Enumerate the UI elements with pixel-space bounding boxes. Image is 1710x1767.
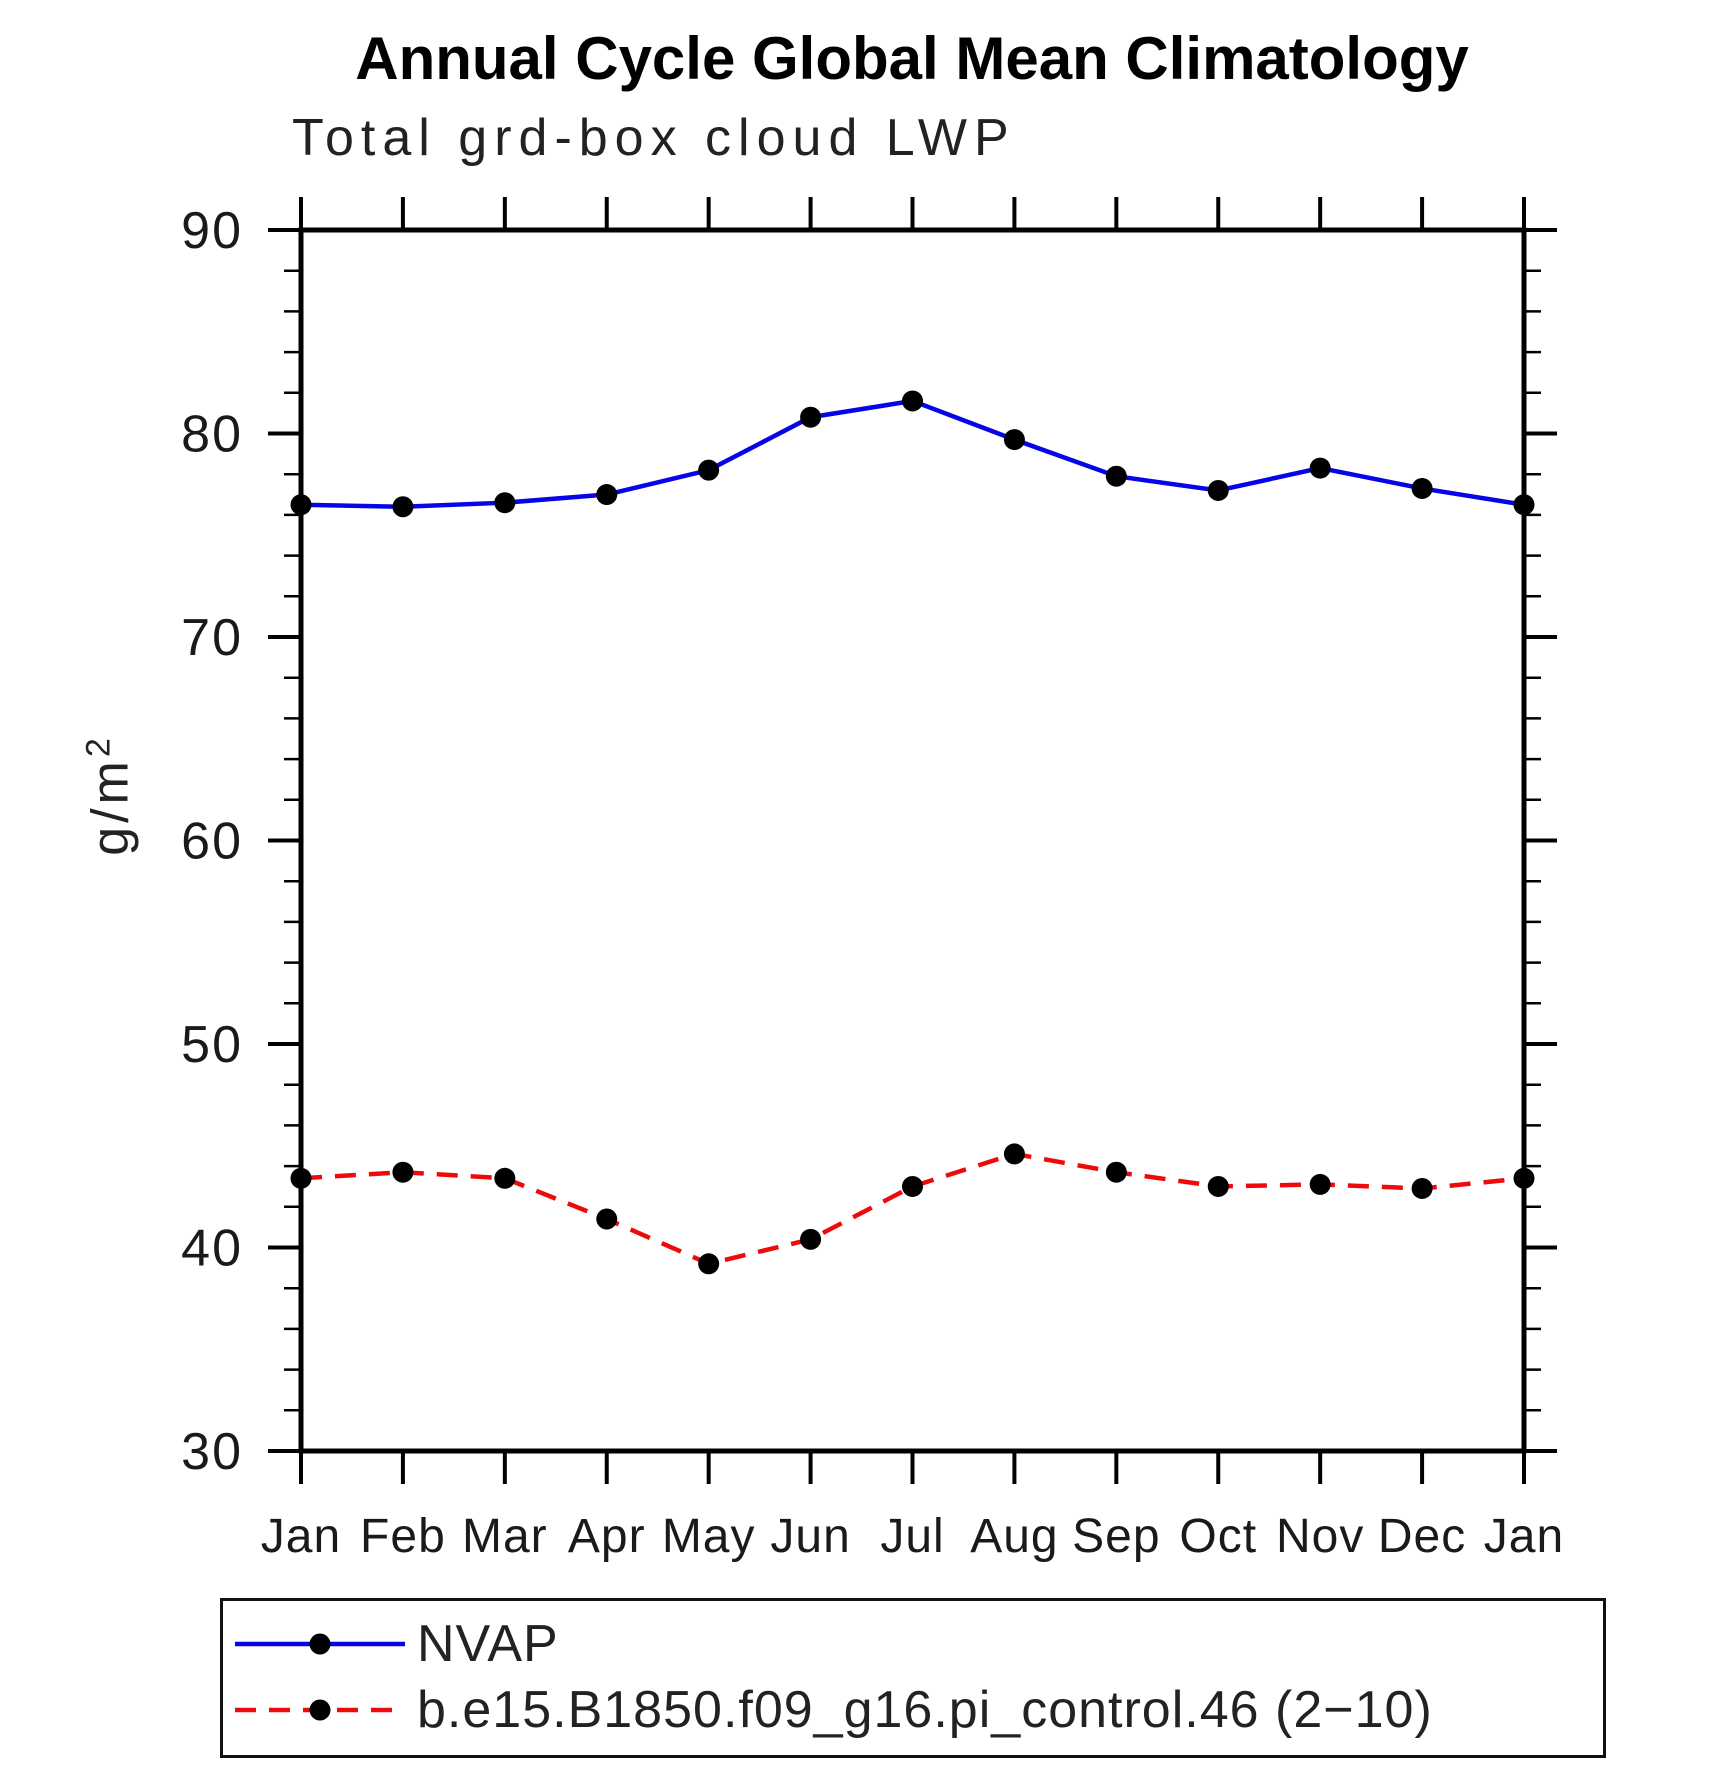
data-point-marker <box>1105 465 1127 487</box>
x-tick-label: Feb <box>360 1510 446 1563</box>
x-tick-label: Apr <box>568 1510 646 1563</box>
y-tick-label: 70 <box>181 609 243 667</box>
x-tick-label: Oct <box>1179 1510 1257 1563</box>
data-point-marker <box>494 1167 516 1189</box>
data-point-marker <box>698 459 720 481</box>
y-tick-label: 40 <box>181 1220 243 1278</box>
data-point-marker <box>902 390 923 412</box>
x-tick-label: Nov <box>1276 1510 1364 1563</box>
legend-label-model: b.e15.B1850.f09_g16.pi_control.46 (2−10) <box>417 1681 1433 1739</box>
data-point-marker <box>800 406 822 428</box>
data-point-marker <box>1309 457 1331 479</box>
x-tick-label: May <box>662 1510 756 1563</box>
data-point-marker <box>1513 494 1535 516</box>
chart-title: Annual Cycle Global Mean Climatology <box>355 25 1469 92</box>
data-point-marker <box>494 492 516 514</box>
data-point-marker <box>1309 1173 1331 1195</box>
data-point-marker <box>1003 1143 1025 1165</box>
data-point-marker <box>596 1208 618 1230</box>
legend-box: NVAP b.e15.B1850.f09_g16.pi_control.46 (… <box>220 1598 1606 1758</box>
data-point-marker <box>698 1253 720 1275</box>
legend-label-nvap: NVAP <box>417 1615 559 1673</box>
data-point-marker <box>1105 1161 1127 1183</box>
y-tick-label: 60 <box>181 813 243 871</box>
x-tick-label: Jan <box>261 1510 341 1563</box>
data-point-marker <box>1513 1167 1535 1189</box>
x-tick-label: Mar <box>462 1510 548 1563</box>
data-point-marker <box>800 1228 822 1250</box>
x-tick-label: Dec <box>1378 1510 1466 1563</box>
data-point-marker <box>902 1175 923 1197</box>
data-point-marker <box>1411 1177 1433 1199</box>
legend-item-model: b.e15.B1850.f09_g16.pi_control.46 (2−10) <box>229 1677 1603 1743</box>
x-tick-label: Jun <box>770 1510 850 1563</box>
y-tick-label: 30 <box>181 1423 243 1481</box>
data-point-marker <box>596 484 618 506</box>
legend-line-sample-dashed <box>235 1699 405 1721</box>
legend-line-sample-solid <box>235 1633 405 1655</box>
data-point-marker <box>1207 1175 1229 1197</box>
series-line-model <box>300 1151 1525 1267</box>
x-tick-label: Jan <box>1484 1510 1564 1563</box>
data-point-marker <box>290 494 312 516</box>
series-line-nvap <box>300 398 1525 510</box>
data-point-marker <box>290 1167 312 1189</box>
chart-subtitle: Total grd-box cloud LWP <box>292 109 1016 167</box>
x-tick-label: Aug <box>970 1510 1058 1563</box>
x-tick-label: Jul <box>880 1510 944 1563</box>
data-point-marker <box>1411 477 1433 499</box>
data-point-marker <box>392 496 414 518</box>
data-point-marker <box>392 1161 414 1183</box>
y-tick-label: 80 <box>181 406 243 464</box>
y-tick-label: 50 <box>181 1016 243 1074</box>
legend-item-nvap: NVAP <box>229 1611 1603 1677</box>
data-point-marker <box>1207 479 1229 501</box>
data-point-marker <box>1003 429 1025 451</box>
y-tick-label: 90 <box>181 202 243 260</box>
plot-frame <box>298 227 1527 1454</box>
x-tick-label: Sep <box>1072 1510 1160 1563</box>
